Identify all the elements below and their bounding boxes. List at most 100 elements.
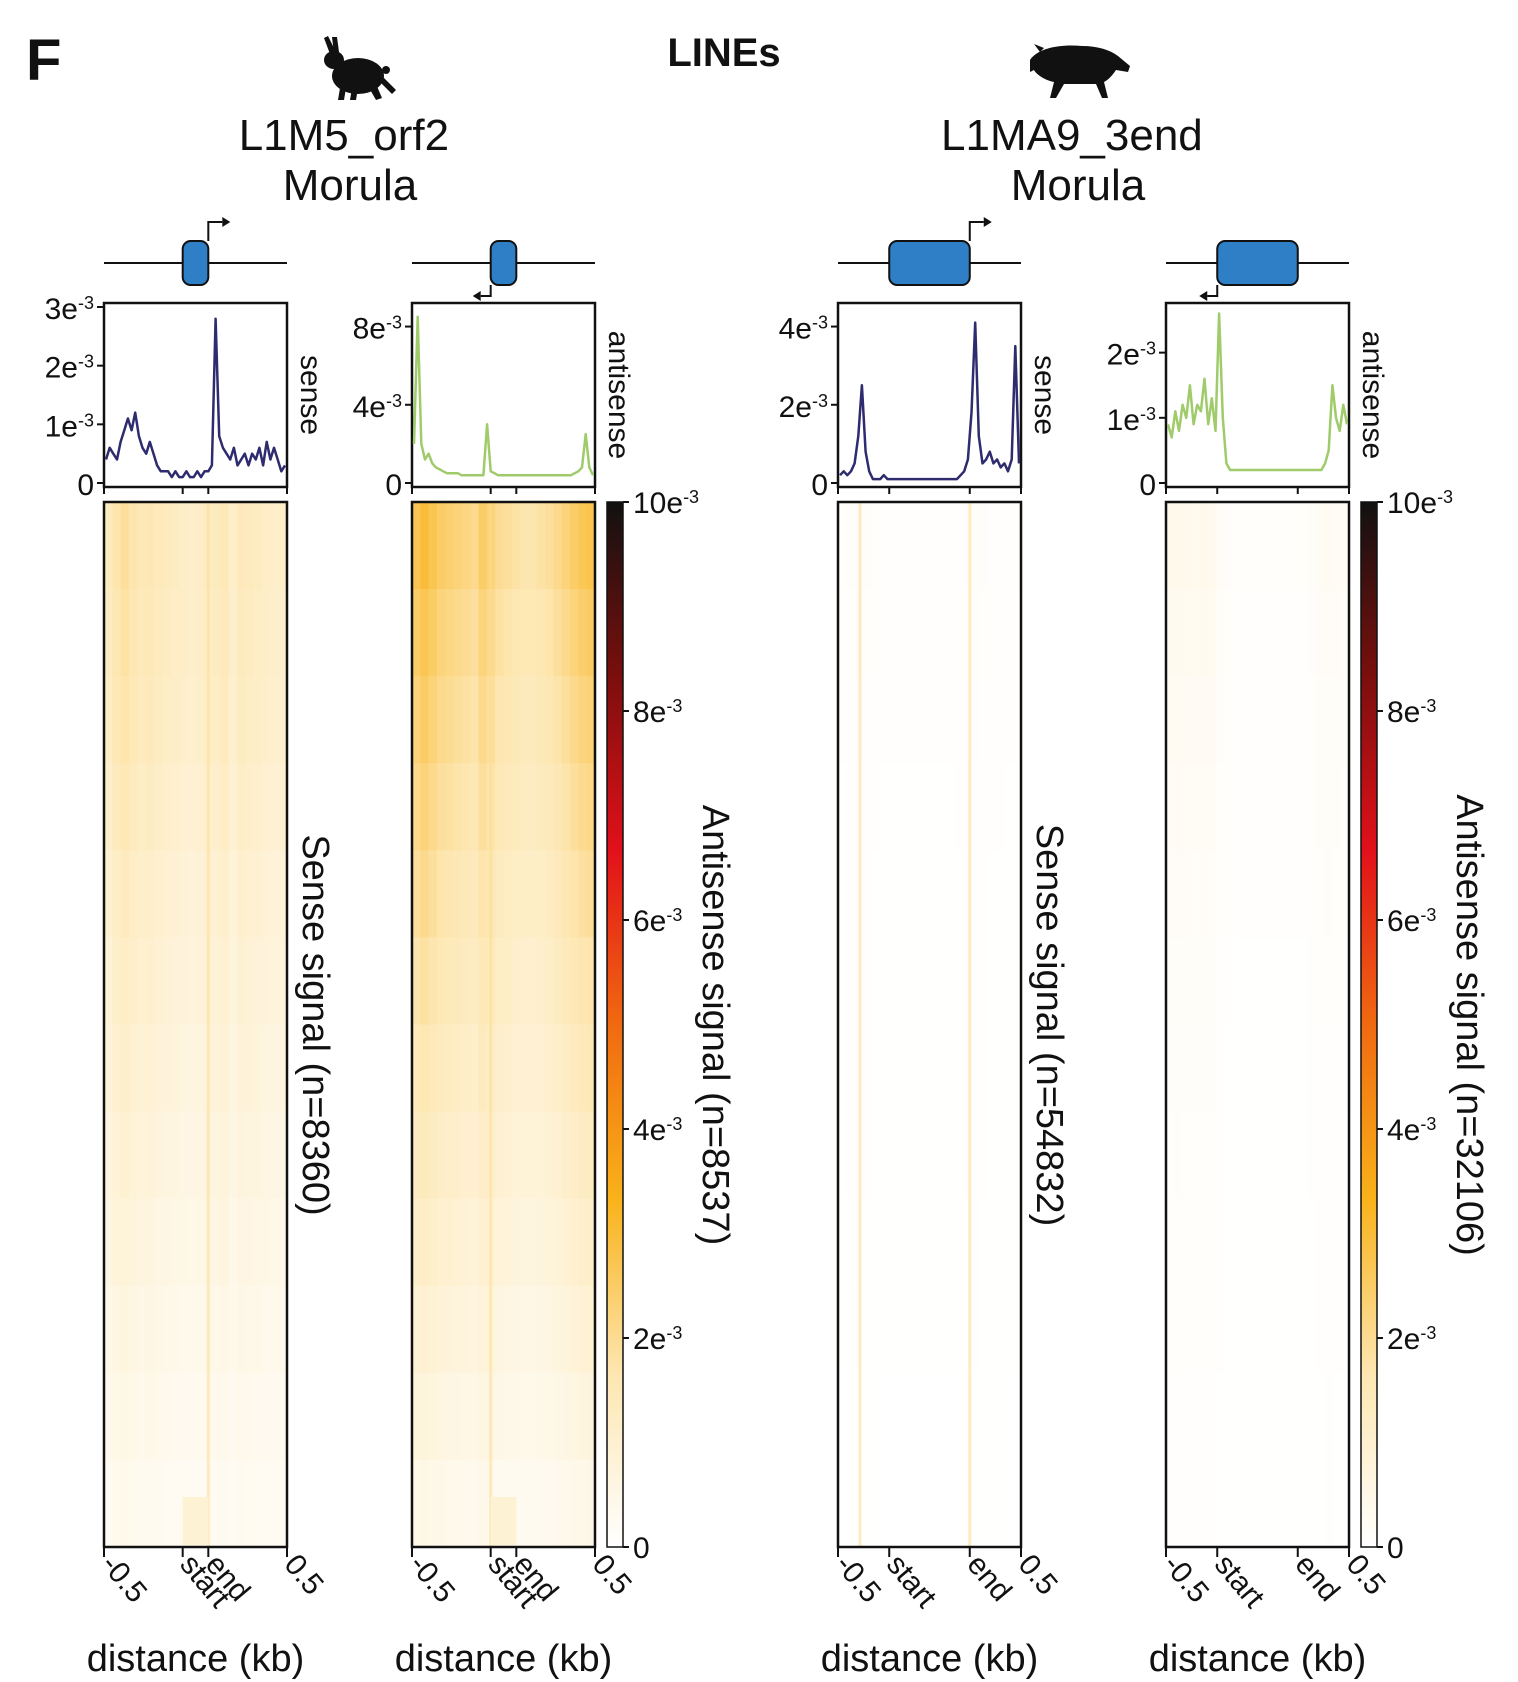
- heatmap-cell: [195, 1024, 205, 1113]
- heatmap-cell: [478, 850, 488, 939]
- heatmap-cell: [1004, 763, 1014, 851]
- heatmap-cell: [237, 1198, 247, 1287]
- heatmap-cell: [1324, 1459, 1333, 1548]
- heatmap-cell: [1290, 937, 1300, 1026]
- heatmap-cell: [270, 763, 280, 851]
- heatmap-cell: [511, 937, 521, 1026]
- heatmap-cell: [212, 502, 222, 590]
- heatmap-cell: [1166, 850, 1175, 939]
- heatmap-cell: [1182, 850, 1192, 939]
- tss-arrow-head: [472, 291, 481, 301]
- y-tick-label-mantissa: 4e: [779, 313, 812, 346]
- heatmap-cell: [128, 589, 138, 677]
- heatmap-cell: [153, 1024, 163, 1113]
- heatmap-cell: [453, 937, 463, 1026]
- heatmap-cell: [1249, 1372, 1259, 1461]
- heatmap-cell: [586, 676, 596, 764]
- signal-count-label: Antisense signal (n=8537): [694, 805, 736, 1245]
- heatmap-cell: [1257, 1111, 1267, 1200]
- heatmap-cell: [104, 1024, 113, 1113]
- profile-line-sense: [104, 317, 287, 479]
- heatmap-cell: [436, 763, 446, 851]
- heatmap-cell: [1340, 502, 1350, 590]
- heatmap-cell: [954, 676, 964, 764]
- heatmap-cell: [162, 937, 172, 1026]
- heatmap-cell: [461, 1024, 471, 1113]
- heatmap-cell: [1215, 589, 1225, 677]
- heatmap-cell: [420, 1111, 430, 1200]
- heatmap-cell: [162, 1459, 172, 1548]
- heatmap-cell: [929, 1372, 939, 1461]
- heatmap-cell: [520, 1372, 530, 1461]
- heatmap-cell: [1257, 1285, 1267, 1374]
- heatmap-cell: [578, 1024, 588, 1113]
- heatmap-cell: [420, 763, 430, 851]
- heatmap-cell: [879, 1372, 889, 1461]
- heatmap-cell: [536, 1024, 546, 1113]
- heatmap-cell: [262, 1285, 271, 1374]
- heatmap-cell: [1240, 937, 1250, 1026]
- heatmap-cell: [1324, 1372, 1333, 1461]
- heatmap-cell: [1004, 676, 1014, 764]
- heatmap-cell: [412, 1198, 421, 1287]
- heatmap-cell: [996, 1198, 1005, 1287]
- heatmap-cell: [553, 1024, 563, 1113]
- heatmap-cell: [104, 1372, 113, 1461]
- heatmap-cell: [237, 1111, 247, 1200]
- heatmap-frame: [410, 500, 597, 1549]
- heatmap-cell: [220, 937, 230, 1026]
- heatmap-cell: [1012, 1285, 1022, 1374]
- heatmap-cell: [887, 850, 897, 939]
- heatmap-cell: [528, 676, 538, 764]
- heatmap-cell: [228, 1111, 238, 1200]
- heatmap-cell: [1265, 937, 1275, 1026]
- heatmap-cell: [1224, 589, 1234, 677]
- heatmap-cell: [1190, 1285, 1200, 1374]
- heatmap-cell: [495, 937, 505, 1026]
- y-tick-label-exponent: -3: [1140, 404, 1156, 424]
- heatmap-cell: [278, 589, 288, 677]
- tss-arrow-head: [222, 217, 231, 227]
- heatmap-cell: [420, 1198, 430, 1287]
- y-tick-label-exponent: -3: [386, 313, 402, 333]
- heatmap-cell: [871, 1198, 881, 1287]
- heatmap-cell: [937, 1372, 947, 1461]
- heatmap-cell: [1249, 1459, 1259, 1548]
- heatmap-cell: [470, 1459, 480, 1548]
- heatmap-cell: [520, 850, 530, 939]
- heatmap-cell: [1299, 850, 1309, 939]
- heatmap-cell: [887, 676, 897, 764]
- heatmap-cell: [153, 1198, 163, 1287]
- heatmap-cell: [979, 1285, 989, 1374]
- heatmap-cell: [946, 1285, 956, 1374]
- heatmap-cell: [461, 1372, 471, 1461]
- heatmap-cell: [896, 763, 906, 851]
- heatmap-cell: [253, 850, 263, 939]
- y-tick-label: 4e-3: [779, 313, 828, 346]
- heatmap-cell: [278, 763, 288, 851]
- heatmap-cell: [262, 1111, 271, 1200]
- tss-arrow-line: [1207, 285, 1219, 297]
- y-tick-label-mantissa: 0: [385, 469, 402, 502]
- colorbar-tick-label-exponent: -3: [1420, 1323, 1436, 1343]
- heatmap-cell: [536, 1285, 546, 1374]
- heatmap-cell: [946, 1198, 956, 1287]
- heatmap-cell: [921, 1459, 931, 1548]
- heatmap-cell: [871, 502, 881, 590]
- heatmap-cell: [1224, 502, 1234, 590]
- heatmap-cell: [478, 1024, 488, 1113]
- heatmap-cell: [912, 676, 922, 764]
- heatmap-cell: [846, 1372, 856, 1461]
- heatmap-cell: [904, 763, 914, 851]
- heatmap-cell: [904, 1111, 914, 1200]
- colorbar-tick-label-mantissa: 10e: [1387, 487, 1437, 520]
- heatmap-cell: [145, 502, 155, 590]
- heatmap-cell: [586, 850, 596, 939]
- heatmap-cell: [470, 1024, 480, 1113]
- heatmap-cell: [1207, 676, 1217, 764]
- heatmap-cell: [112, 850, 122, 939]
- heatmap-cell: [245, 1198, 255, 1287]
- y-tick-label: 1e-3: [1107, 404, 1156, 437]
- heatmap-cell: [495, 850, 505, 939]
- heatmap-cell: [178, 676, 188, 764]
